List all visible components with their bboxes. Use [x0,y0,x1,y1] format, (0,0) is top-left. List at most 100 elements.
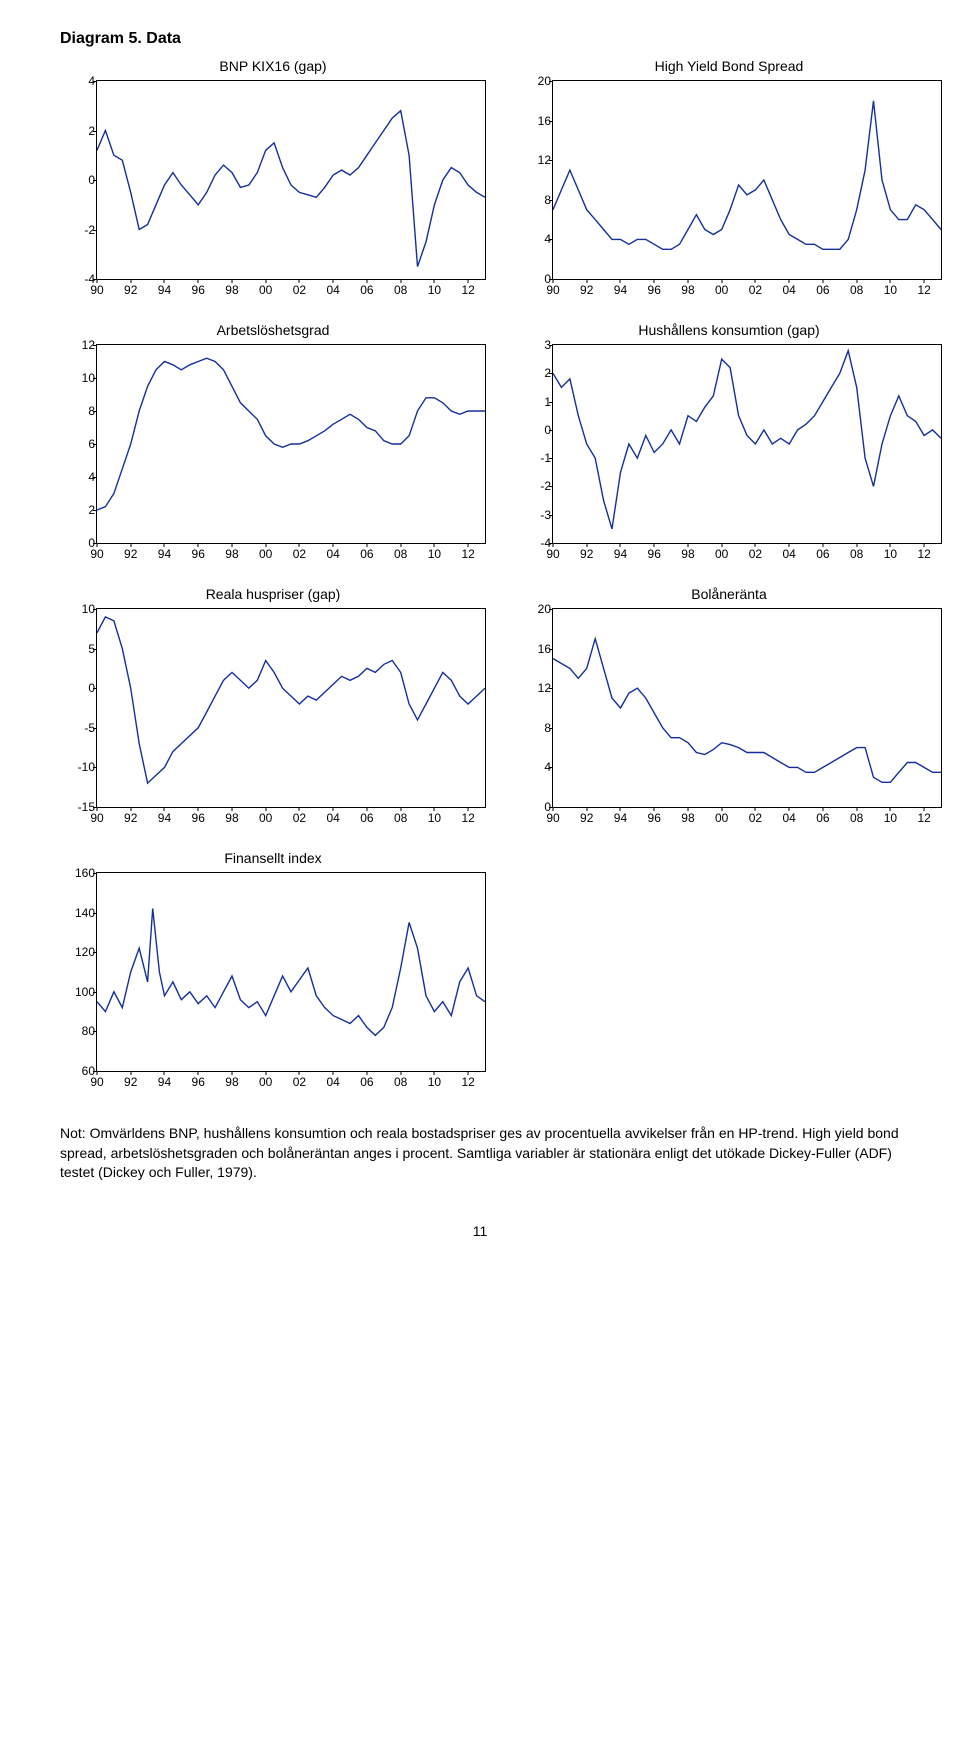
x-tick-label: 08 [850,547,863,561]
y-tick-label: -2 [517,480,551,492]
x-tick-label: 10 [884,811,897,825]
y-tick-label: 5 [61,643,95,655]
y-tick-label: 0 [61,174,95,186]
x-tick-label: 00 [259,811,272,825]
chart-title: Bolåneränta [516,586,942,604]
x-tick-label: 96 [192,283,205,297]
x-tick-label: 96 [192,1075,205,1089]
chart-line [97,873,485,1071]
y-tick-label: 8 [61,405,95,417]
x-tick-label: 12 [917,283,930,297]
y-tick-label: 8 [517,194,551,206]
y-tick-label: 0 [61,682,95,694]
chart-box: 6080100120140160909294969800020406081012 [96,872,486,1072]
chart-title: BNP KIX16 (gap) [60,58,486,76]
x-tick-label: 94 [158,547,171,561]
y-tick-label: -2 [61,224,95,236]
x-tick-label: 06 [816,811,829,825]
x-tick-label: 04 [326,547,339,561]
y-tick-label: 140 [61,907,95,919]
x-tick-label: 04 [326,283,339,297]
x-tick-label: 10 [428,1075,441,1089]
y-tick-label: 2 [61,125,95,137]
x-tick-label: 10 [428,547,441,561]
x-tick-label: 06 [360,283,373,297]
x-tick-label: 92 [124,283,137,297]
chart-line [97,81,485,279]
x-tick-label: 92 [580,547,593,561]
x-tick-label: 08 [394,1075,407,1089]
chart-panel: Bolåneränta04812162090929496980002040608… [516,586,942,830]
y-tick-label: -3 [517,509,551,521]
chart-panel: Hushållens konsumtion (gap) -4-3-2-101239… [516,322,942,566]
x-tick-label: 08 [394,283,407,297]
chart-box: -15-10-50510909294969800020406081012 [96,608,486,808]
chart-line [553,81,941,279]
y-tick-label: 12 [517,682,551,694]
x-tick-label: 00 [259,283,272,297]
x-tick-label: 06 [816,283,829,297]
y-tick-label: 12 [517,154,551,166]
y-tick-label: 80 [61,1025,95,1037]
y-tick-label: 1 [517,396,551,408]
x-tick-label: 04 [782,283,795,297]
x-tick-label: 02 [749,811,762,825]
y-tick-label: 4 [61,75,95,87]
x-tick-label: 12 [461,811,474,825]
y-tick-label: 160 [61,867,95,879]
chart-box: -4-2024909294969800020406081012 [96,80,486,280]
chart-box: 048121620909294969800020406081012 [552,80,942,280]
y-tick-label: 20 [517,75,551,87]
y-tick-label: 2 [517,367,551,379]
chart-line [97,345,485,543]
x-tick-label: 96 [648,547,661,561]
x-tick-label: 00 [715,547,728,561]
x-tick-label: 04 [782,811,795,825]
x-tick-label: 12 [461,283,474,297]
x-tick-label: 02 [749,547,762,561]
x-tick-label: 94 [614,283,627,297]
y-tick-label: -5 [61,722,95,734]
x-tick-label: 00 [259,547,272,561]
x-tick-label: 12 [461,547,474,561]
x-tick-label: 02 [293,811,306,825]
y-tick-label: 0 [517,424,551,436]
x-tick-label: 98 [681,283,694,297]
x-tick-label: 02 [749,283,762,297]
x-tick-label: 10 [428,811,441,825]
x-tick-label: 04 [326,1075,339,1089]
x-tick-label: 06 [360,811,373,825]
x-tick-label: 02 [293,283,306,297]
x-tick-label: 94 [614,547,627,561]
y-tick-label: -1 [517,452,551,464]
y-tick-label: -10 [61,761,95,773]
x-tick-label: 92 [124,811,137,825]
chart-box: -4-3-2-10123909294969800020406081012 [552,344,942,544]
chart-title: Arbetslöshetsgrad [60,322,486,340]
page-number: 11 [60,1223,900,1239]
x-tick-label: 02 [293,547,306,561]
chart-title: Finansellt index [60,850,486,868]
y-tick-label: 2 [61,504,95,516]
y-tick-label: 10 [61,603,95,615]
y-tick-label: 16 [517,115,551,127]
y-tick-label: 6 [61,438,95,450]
x-tick-label: 08 [850,811,863,825]
y-tick-label: 100 [61,986,95,998]
x-tick-label: 08 [850,283,863,297]
x-tick-label: 96 [648,283,661,297]
x-tick-label: 90 [90,283,103,297]
x-tick-label: 02 [293,1075,306,1089]
x-tick-label: 90 [546,547,559,561]
x-tick-label: 92 [124,547,137,561]
x-tick-label: 00 [715,283,728,297]
chart-panel: Finansellt index 608010012014016090929496… [60,850,486,1094]
x-tick-label: 10 [428,283,441,297]
x-tick-label: 08 [394,547,407,561]
diagram-title: Diagram 5. Data [60,30,900,48]
chart-title: Hushållens konsumtion (gap) [516,322,942,340]
chart-line [97,609,485,807]
y-tick-label: 120 [61,946,95,958]
x-tick-label: 90 [90,811,103,825]
x-tick-label: 90 [546,811,559,825]
